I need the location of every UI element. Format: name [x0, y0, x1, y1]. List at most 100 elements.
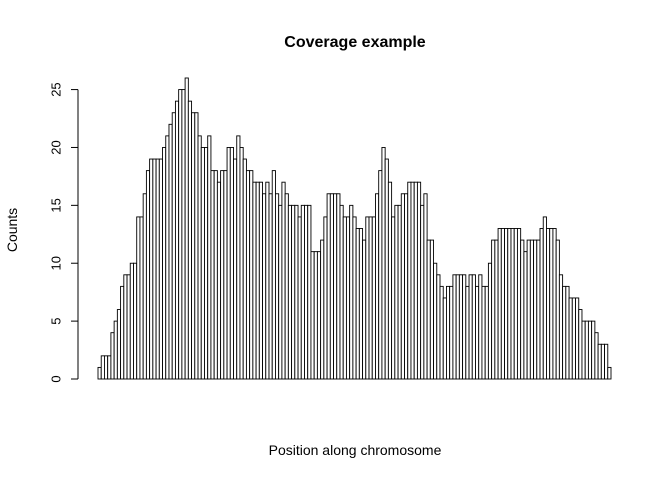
bar	[110, 332, 115, 380]
bar	[539, 228, 544, 380]
bar	[226, 147, 231, 380]
y-tick-label: 15	[49, 198, 64, 212]
bar	[184, 77, 189, 380]
bar	[604, 343, 609, 380]
bar	[265, 181, 270, 380]
bar	[304, 204, 309, 380]
bar	[349, 204, 354, 380]
bar	[229, 147, 234, 380]
chart-title: Coverage example	[284, 34, 426, 51]
bar	[133, 262, 138, 380]
bar	[491, 239, 496, 380]
bar	[436, 274, 441, 380]
bar	[468, 274, 473, 380]
bar	[555, 239, 560, 380]
bar	[152, 158, 157, 380]
bar	[220, 170, 225, 380]
bar	[516, 228, 522, 380]
bar	[191, 112, 196, 380]
bar	[162, 147, 167, 380]
bar	[255, 181, 260, 380]
bar	[204, 147, 209, 380]
bar	[413, 181, 418, 380]
y-tick-label: 5	[49, 317, 64, 324]
bar	[571, 297, 576, 380]
bar	[452, 274, 457, 380]
bar	[578, 309, 583, 380]
bar	[187, 100, 193, 380]
bar	[562, 285, 567, 380]
bar	[136, 216, 141, 380]
bar	[113, 320, 118, 380]
bar	[120, 285, 125, 380]
bar	[142, 193, 147, 380]
bar	[233, 158, 238, 380]
bar	[384, 158, 389, 380]
bar	[213, 170, 218, 380]
bar	[275, 193, 280, 380]
bar	[552, 228, 557, 380]
bar	[375, 193, 380, 380]
bar	[465, 285, 470, 380]
bar	[252, 181, 257, 380]
bar	[429, 239, 435, 380]
bar	[342, 216, 347, 380]
bar	[587, 320, 593, 380]
bar	[165, 135, 170, 380]
bar	[381, 147, 386, 380]
bar	[158, 158, 163, 380]
bar	[504, 228, 509, 380]
y-tick-label: 20	[49, 140, 64, 154]
bar	[200, 147, 205, 380]
bar	[155, 158, 160, 380]
bar	[558, 274, 564, 380]
bar	[149, 158, 154, 380]
bar	[387, 181, 393, 380]
bar	[197, 135, 202, 380]
bar	[536, 239, 541, 380]
bar	[568, 297, 573, 380]
bar	[329, 193, 334, 380]
bar	[455, 274, 460, 380]
bar	[494, 239, 499, 380]
bar	[542, 216, 547, 380]
bar	[103, 355, 109, 380]
y-axis-label: Counts	[4, 208, 20, 252]
x-axis-label: Position along chromosome	[269, 442, 442, 458]
bar	[236, 135, 241, 380]
bar	[462, 274, 467, 380]
bar	[549, 228, 554, 380]
bar	[174, 100, 180, 380]
bar	[391, 216, 396, 380]
bar	[178, 89, 183, 380]
bar	[458, 274, 464, 380]
bar	[291, 204, 296, 380]
bar	[287, 204, 293, 380]
bar	[239, 147, 244, 380]
bar	[245, 170, 251, 380]
bar	[297, 216, 302, 380]
y-tick-label: 10	[49, 256, 64, 270]
y-tick-label: 0	[49, 375, 64, 382]
bar	[316, 251, 322, 380]
bar	[139, 216, 144, 380]
bar	[365, 216, 370, 380]
bar	[420, 204, 425, 380]
bar	[268, 193, 273, 380]
bar	[510, 228, 515, 380]
bar	[336, 193, 341, 380]
bar	[546, 228, 551, 380]
bar	[478, 274, 483, 380]
bar	[378, 170, 383, 380]
bar	[591, 320, 596, 380]
bar	[271, 170, 276, 380]
bar	[404, 193, 409, 380]
bar	[368, 216, 373, 380]
bar	[278, 204, 283, 380]
bar	[281, 181, 286, 380]
bar	[481, 285, 486, 380]
bar	[207, 135, 212, 380]
bar	[407, 181, 412, 380]
bar	[565, 285, 570, 380]
